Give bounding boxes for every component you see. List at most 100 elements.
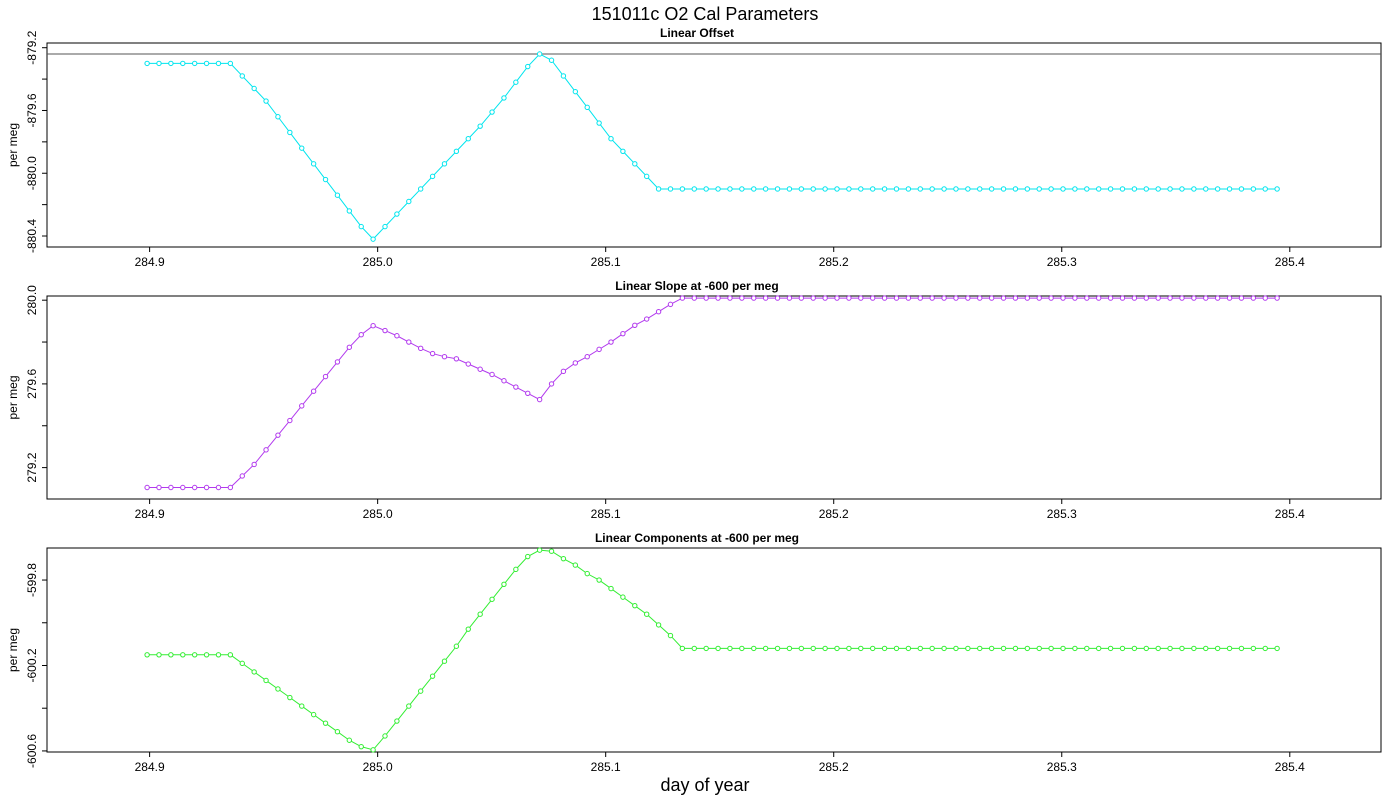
data-point bbox=[893, 295, 900, 301]
data-point bbox=[620, 330, 626, 337]
data-point bbox=[322, 373, 329, 380]
data-point bbox=[1179, 645, 1185, 652]
data-point bbox=[1143, 186, 1149, 192]
data-point bbox=[1048, 186, 1054, 192]
data-point bbox=[275, 432, 281, 438]
data-point bbox=[1119, 295, 1126, 301]
data-point bbox=[453, 148, 460, 154]
data-point bbox=[287, 417, 293, 424]
data-point bbox=[144, 60, 150, 67]
data-point bbox=[239, 73, 245, 79]
data-point bbox=[1084, 186, 1090, 192]
data-point bbox=[1262, 295, 1268, 301]
x-tick-label: 285.0 bbox=[363, 255, 393, 269]
data-point bbox=[453, 356, 460, 362]
data-point bbox=[1238, 645, 1245, 652]
data-point bbox=[941, 186, 947, 192]
data-point bbox=[727, 186, 733, 192]
data-point bbox=[1072, 645, 1078, 652]
data-point bbox=[382, 733, 388, 739]
data-point bbox=[1084, 645, 1090, 652]
data-point bbox=[310, 388, 317, 394]
data-point bbox=[834, 186, 840, 192]
data-point bbox=[798, 645, 805, 652]
data-point bbox=[572, 360, 579, 366]
data-point bbox=[596, 120, 602, 126]
data-point bbox=[299, 403, 305, 409]
y-tick-label: -879.2 bbox=[25, 30, 39, 64]
x-tick-label: 285.3 bbox=[1047, 760, 1077, 774]
data-point bbox=[1250, 186, 1257, 192]
data-point bbox=[1096, 295, 1102, 301]
y-tick-label: -599.8 bbox=[25, 563, 39, 597]
data-point bbox=[227, 484, 234, 491]
data-point bbox=[1036, 295, 1042, 301]
data-point bbox=[310, 711, 317, 718]
data-point bbox=[1191, 295, 1197, 301]
data-point bbox=[822, 645, 828, 652]
data-point bbox=[1274, 295, 1280, 301]
data-point bbox=[1060, 645, 1066, 652]
y-axis-label: per meg bbox=[6, 375, 20, 419]
data-point bbox=[667, 186, 674, 192]
data-point bbox=[846, 186, 852, 192]
series-line bbox=[147, 297, 1278, 488]
data-point bbox=[406, 339, 412, 345]
data-point bbox=[679, 186, 686, 192]
data-point bbox=[727, 295, 733, 301]
data-point bbox=[203, 652, 210, 658]
data-point bbox=[406, 703, 412, 709]
data-point bbox=[822, 186, 828, 192]
x-tick-label: 284.9 bbox=[135, 760, 165, 774]
data-point bbox=[620, 594, 626, 600]
data-point bbox=[251, 85, 257, 92]
plot-frame bbox=[46, 547, 1382, 753]
x-tick-label: 285.0 bbox=[363, 507, 393, 521]
y-tick-label: -880.4 bbox=[25, 219, 39, 253]
data-point bbox=[156, 60, 162, 67]
data-point bbox=[1000, 295, 1007, 301]
data-point bbox=[1143, 645, 1149, 652]
x-tick-label: 285.1 bbox=[591, 760, 621, 774]
data-point bbox=[810, 295, 816, 301]
data-point bbox=[1000, 186, 1007, 192]
data-point bbox=[370, 236, 376, 242]
data-point bbox=[1250, 645, 1257, 652]
data-point bbox=[417, 345, 424, 352]
data-point bbox=[929, 186, 935, 192]
data-point bbox=[905, 645, 912, 652]
data-point bbox=[203, 60, 210, 67]
data-point bbox=[477, 611, 483, 617]
data-point bbox=[715, 186, 721, 192]
data-point bbox=[1048, 295, 1054, 301]
data-point bbox=[560, 73, 567, 79]
panel-2: Linear Slope at -600 per meg 284.9 285.0 28… bbox=[6, 279, 1382, 521]
data-point bbox=[715, 295, 721, 301]
data-point bbox=[156, 652, 162, 658]
data-point bbox=[1214, 645, 1221, 652]
data-point bbox=[751, 186, 757, 192]
data-point bbox=[299, 703, 305, 709]
data-point bbox=[513, 79, 519, 85]
data-point bbox=[191, 652, 198, 658]
data-point bbox=[572, 562, 579, 568]
data-point bbox=[417, 186, 424, 192]
data-point bbox=[917, 645, 923, 652]
data-point bbox=[287, 129, 293, 136]
data-point bbox=[881, 645, 888, 652]
data-point bbox=[1072, 186, 1078, 192]
data-point bbox=[1036, 186, 1042, 192]
data-point bbox=[1262, 186, 1268, 192]
y-tick-label: -880.0 bbox=[25, 156, 39, 190]
data-point bbox=[406, 198, 412, 205]
data-point bbox=[560, 555, 567, 562]
data-point bbox=[608, 585, 614, 592]
data-point bbox=[1203, 645, 1209, 652]
plot-frame bbox=[46, 295, 1382, 500]
data-point bbox=[1036, 645, 1042, 652]
data-point bbox=[477, 123, 483, 129]
data-point bbox=[525, 63, 531, 70]
data-point bbox=[1214, 186, 1221, 192]
data-point bbox=[1274, 186, 1280, 192]
